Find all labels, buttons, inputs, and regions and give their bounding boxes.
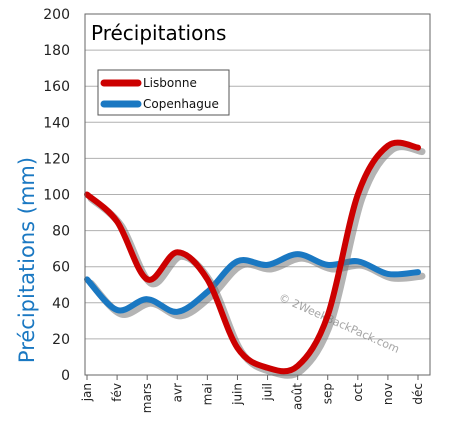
legend: Lisbonne Copenhague (97, 69, 230, 116)
x-tick-label: août (291, 383, 305, 410)
x-tick-label: mars (140, 383, 154, 413)
legend-label-lisbonne: Lisbonne (143, 76, 197, 90)
x-tick-label: avr (170, 383, 184, 402)
x-tick-label: juin (230, 383, 244, 406)
y-tick-label: 200 (43, 7, 70, 23)
x-tick-label: déc (411, 383, 425, 405)
y-tick-label: 0 (61, 368, 70, 384)
series-lines (84, 139, 426, 379)
y-tick-label: 180 (43, 43, 70, 59)
plot-frame (84, 13, 431, 376)
x-tick-label: nov (381, 383, 395, 405)
y-tick-label: 140 (43, 115, 70, 131)
legend-label-copenhague: Copenhague (143, 97, 219, 111)
series-line-lisbonne (84, 139, 421, 375)
grid (85, 13, 430, 376)
y-axis-ticks: 0 20 40 60 80 100 120 140 160 180 200 (43, 7, 70, 384)
y-tick-label: 20 (52, 332, 70, 348)
y-axis-label: Précipitations (mm) (15, 157, 39, 363)
x-tick-label: fév (110, 383, 124, 402)
x-tick-label: mai (200, 383, 214, 405)
x-axis-ticks: jan fév mars avr mai juin juil août sep oct nov déc (80, 375, 425, 413)
y-tick-label: 40 (52, 296, 70, 312)
x-tick-label: sep (321, 383, 335, 404)
y-tick-label: 60 (52, 260, 70, 276)
chart-title: Précipitations (91, 21, 226, 45)
x-tick-label: juil (261, 383, 275, 402)
y-tick-label: 80 (52, 224, 70, 240)
y-tick-label: 160 (43, 79, 70, 95)
y-tick-label: 100 (43, 188, 70, 204)
series-line-copenhague (84, 251, 421, 315)
x-tick-label: jan (80, 383, 94, 402)
x-tick-label: oct (351, 383, 365, 402)
y-tick-label: 120 (43, 151, 70, 167)
